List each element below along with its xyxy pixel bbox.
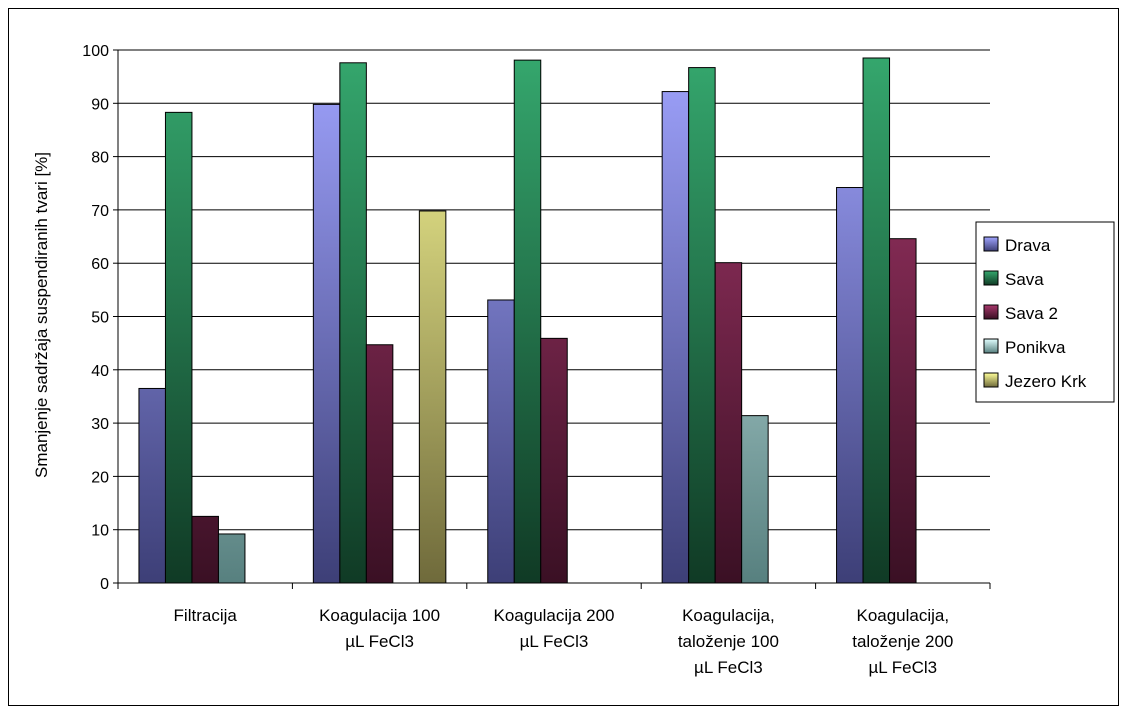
legend-label: Sava	[1005, 270, 1044, 289]
bar-sava	[688, 67, 716, 584]
legend-swatch	[983, 270, 999, 286]
legend-swatch	[983, 236, 999, 252]
bar-sava-2	[714, 262, 743, 584]
x-tick-label: µL FeCl3	[520, 632, 589, 651]
legend-swatch	[983, 338, 999, 354]
y-tick-label: 30	[91, 416, 109, 433]
legend-box	[975, 221, 1115, 403]
x-tick-label: taloženje 100	[678, 632, 779, 651]
y-tick-label: 70	[91, 203, 109, 220]
y-tick-label: 50	[91, 310, 109, 327]
legend-label: Sava 2	[1005, 304, 1058, 323]
bar-ponikva	[741, 415, 769, 584]
bar-sava	[339, 62, 367, 584]
bar-sava-2	[889, 238, 917, 584]
y-tick-label: 10	[91, 523, 109, 540]
bar-sava-2	[365, 344, 394, 584]
x-tick-label: µL FeCl3	[694, 658, 763, 677]
legend-label: Drava	[1005, 236, 1051, 255]
legend-swatch	[983, 304, 999, 320]
bar-drava	[661, 91, 690, 584]
x-tick-label: Filtracija	[174, 606, 238, 625]
x-tick-label: Koagulacija,	[856, 606, 949, 625]
y-tick-label: 90	[91, 96, 109, 113]
bar-drava	[836, 187, 864, 584]
y-tick-label: 0	[100, 576, 109, 593]
x-tick-label: Koagulacija 200	[494, 606, 615, 625]
bar-sava	[862, 57, 891, 584]
bar-drava	[312, 103, 341, 584]
bar-sava	[164, 111, 193, 584]
legend-label: Ponikva	[1005, 338, 1066, 357]
x-tick-label: µL FeCl3	[345, 632, 414, 651]
y-tick-label: 60	[91, 256, 109, 273]
gridlines	[118, 49, 990, 531]
bar-jezero-krk	[418, 210, 447, 584]
bar-drava	[487, 299, 515, 584]
bar-chart: 0 10 20 30 40 50 60 70 80 90 100 Filtracija Koagulac…	[32, 43, 1115, 677]
bar-ponikva	[217, 533, 246, 584]
y-tick-label: 40	[91, 363, 109, 380]
y-tick-label: 100	[82, 43, 109, 60]
y-tick-label: 80	[91, 150, 109, 167]
y-tick-label: 20	[91, 469, 109, 486]
bars	[138, 57, 917, 584]
legend-label: Jezero Krk	[1005, 372, 1087, 391]
bar-sava-2	[191, 515, 219, 584]
legend: Drava Sava Sava 2 Ponikva Jezero Krk	[975, 221, 1115, 403]
bar-sava	[513, 59, 542, 584]
y-axis-label: Smanjenje sadržaja suspendiranih tvari […	[32, 152, 51, 478]
legend-swatch	[983, 372, 999, 388]
chart-frame: 0 10 20 30 40 50 60 70 80 90 100 Filtracija Koagulac…	[8, 8, 1119, 706]
x-tick-label: Koagulacija 100	[319, 606, 440, 625]
bar-drava	[138, 387, 166, 584]
x-tick-label: µL FeCl3	[868, 658, 937, 677]
x-tick-label: taloženje 200	[852, 632, 953, 651]
bar-sava-2	[540, 337, 568, 584]
axes: 0 10 20 30 40 50 60 70 80 90 100 Filtracija Koagulac…	[82, 43, 991, 677]
x-tick-label: Koagulacija,	[682, 606, 775, 625]
